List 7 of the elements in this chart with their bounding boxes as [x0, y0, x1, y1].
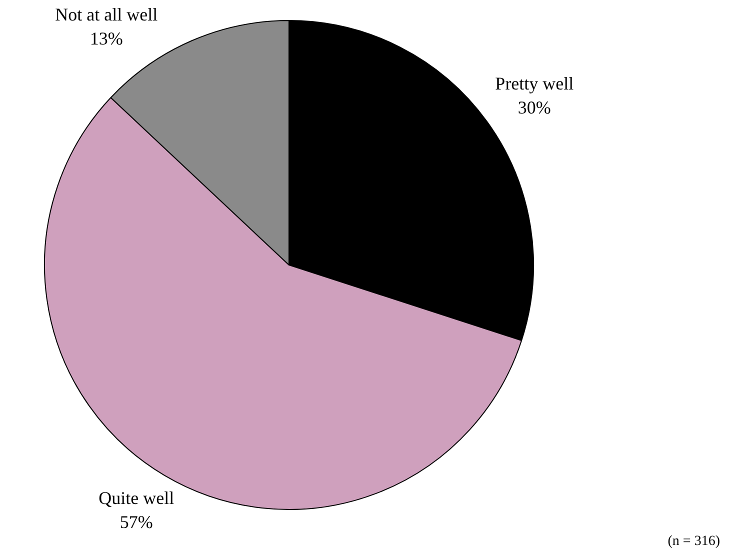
text: (n = 316)	[668, 534, 720, 550]
slice-label: Not at all well	[55, 4, 158, 25]
slice-label: Pretty well	[495, 74, 574, 94]
data-label: 13%	[90, 28, 123, 49]
data-label: 57%	[120, 512, 153, 532]
slice-label: Quite well	[98, 488, 174, 508]
data-label: 30%	[518, 98, 551, 118]
